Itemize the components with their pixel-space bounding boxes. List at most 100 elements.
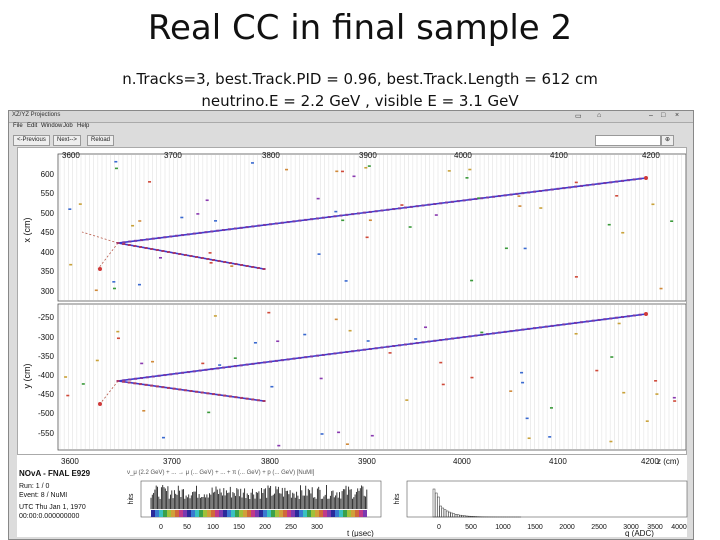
noise-hit [201,362,205,365]
track-hit [574,321,578,324]
track-hit [368,210,372,213]
noise-hit [131,224,135,227]
home-icon[interactable]: ⌂ [597,112,602,119]
noise-hit [651,203,655,206]
track-hit [128,240,132,243]
minimize-icon[interactable]: – [649,112,653,119]
track-hit [183,254,187,256]
track-hit [206,258,210,260]
track-hit [163,236,167,239]
adc-hist-tick: 0 [437,524,441,531]
view-select[interactable] [595,135,661,146]
noise-hit [400,204,404,206]
color-scale-cell [227,510,231,517]
track-hit [233,227,237,230]
xz-z-tick: 4200 [642,151,660,160]
track-hit [286,358,290,361]
color-scale-cell [339,510,343,517]
track-hit [245,363,249,366]
color-scale-cell [203,510,207,517]
track-hit [315,217,319,220]
track-hit [615,316,619,319]
menu-file[interactable]: File [13,123,23,129]
monitor-icon[interactable]: ▭ [575,113,582,120]
track-hit [533,190,537,193]
track-hit [167,386,171,389]
color-scale-cell [171,510,175,517]
event-info-panel: 3600 3700 3800 3900 4000 4100 4200 z (cm… [17,455,688,537]
track-hit [568,322,572,325]
event-number: Event: 8 / NuMI [19,492,68,499]
track-hit [550,324,554,327]
track-hit [233,365,237,368]
noise-hit [607,223,611,226]
track-hit [245,397,249,400]
previous-button[interactable]: <-Previous [13,135,50,146]
yz-y-tick: -250 [38,313,55,322]
track-hit [138,246,142,248]
color-scale-cell [279,510,283,517]
color-scale-cell [291,510,295,517]
color-scale-cell [363,510,367,517]
noise-hit [345,443,349,445]
track-hit [386,208,390,211]
track-hit [591,183,595,186]
track-hit [151,237,155,240]
track-hit [228,395,232,398]
menu-job[interactable]: Job [63,123,73,129]
track-hit [503,194,507,197]
track-hit [228,262,232,264]
zoom-icon[interactable]: ⊕ [661,135,675,146]
track-hit [189,390,193,392]
track-hit [133,382,137,385]
color-scale-cell [359,510,363,517]
adc-hist-tick: 2500 [591,524,607,531]
color-scale-cell [199,510,203,517]
adc-hist-ticks: 0 500 1000 1500 2000 2500 3000 3500 4000 [437,524,687,531]
track-hit [439,339,443,342]
track-hit [256,267,260,269]
color-scale-cell [327,510,331,517]
time-hist-xlabel: t (μsec) [347,529,374,537]
track-hit [515,329,519,332]
track-hit [200,391,204,394]
track-hit [579,321,583,324]
maximize-icon[interactable]: □ [661,112,666,119]
track-hit [274,222,278,225]
track-hit [638,177,642,180]
adc-hist-tick: 500 [465,524,477,531]
noise-hit [424,326,428,329]
noise-hit [68,208,72,210]
noise-hit [367,165,371,167]
noise-hit [504,247,508,250]
track-hit [403,343,407,346]
next-button[interactable]: Next--> [53,135,81,146]
track-summary-line: n.Tracks=3, best.Track.PID = 0.96, best.… [122,70,598,88]
reaction-legend: ν_μ (2.2 GeV) + ... → μ (... GeV) + ... … [127,470,315,476]
track-hit [486,333,490,336]
menu-window[interactable]: Window [41,123,63,129]
track-hit [632,314,636,317]
color-scale-cell [319,510,323,517]
track-hit [315,354,319,357]
track-hit [122,243,126,245]
track-hit [345,350,349,353]
menu-edit[interactable]: Edit [27,123,38,129]
menu-help[interactable]: Help [77,123,90,129]
projection-canvas[interactable]: 3600 3700 3800 3900 4000 4100 4200 600 5… [17,147,687,455]
color-scale-cell [355,510,359,517]
noise-hit [140,362,144,365]
track-hit [175,234,179,237]
xz-z-tick: 3900 [359,151,377,160]
projection-svg: 3600 3700 3800 3900 4000 4100 4200 600 5… [22,151,687,451]
close-icon[interactable]: × [675,112,680,119]
track-hit [439,202,443,205]
reload-button[interactable]: Reload [87,135,115,146]
noise-hit [527,437,531,440]
track-hit [269,223,273,226]
noise-hit [366,340,370,342]
track-end-marker [644,176,648,180]
track-hit [403,206,407,209]
time-histogram: hits 0 50 100 150 200 250 300 t (μsec) [128,480,382,537]
track-hit [161,386,165,389]
